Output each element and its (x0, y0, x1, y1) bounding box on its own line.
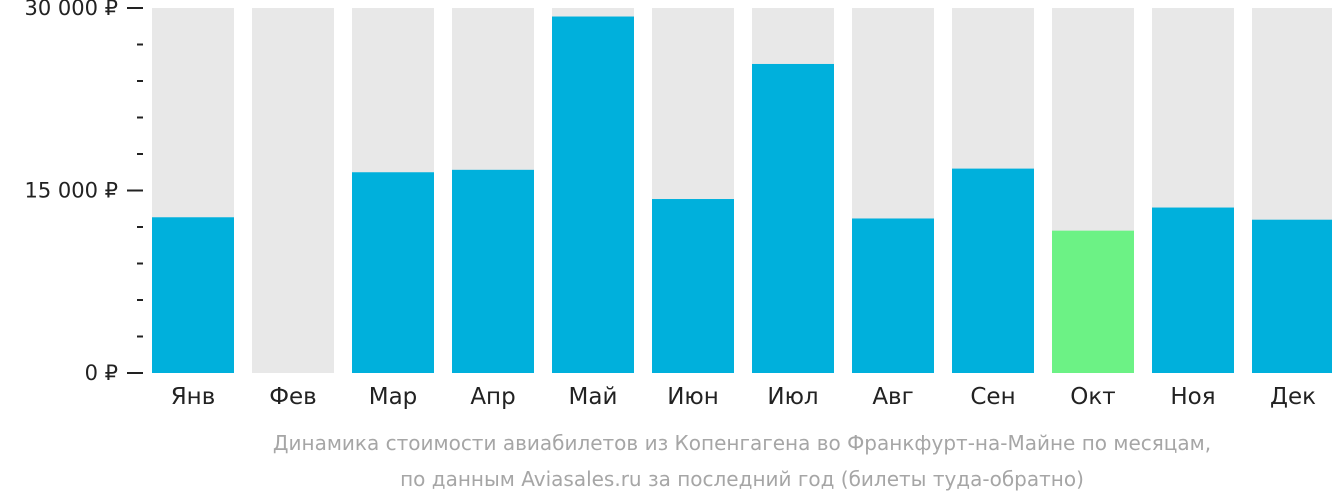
x-tick-label: Май (569, 384, 618, 410)
x-tick-label: Июн (667, 384, 719, 410)
chart-caption-line-2: по данным Aviasales.ru за последний год … (400, 467, 1084, 491)
bar (352, 172, 434, 373)
x-tick-label: Ноя (1170, 384, 1215, 410)
x-tick-label: Окт (1070, 384, 1115, 410)
x-tick-label: Июл (767, 384, 818, 410)
bar (852, 218, 934, 373)
y-tick-label: 0 ₽ (85, 361, 118, 385)
bar (1152, 207, 1234, 373)
bar (552, 16, 634, 374)
bar (452, 169, 534, 373)
bar (1252, 219, 1332, 373)
bar (752, 63, 834, 373)
bar (1052, 230, 1134, 373)
bar (952, 168, 1034, 373)
x-tick-label: Сен (970, 384, 1015, 410)
bar-background (252, 8, 334, 373)
x-tick-label: Янв (171, 384, 216, 410)
chart-caption-line-1: Динамика стоимости авиабилетов из Копенг… (272, 431, 1212, 455)
x-tick-label: Дек (1270, 384, 1316, 410)
x-tick-label: Фев (269, 384, 317, 410)
x-tick-label: Апр (470, 384, 515, 410)
bar (152, 217, 234, 373)
x-tick-label: Авг (872, 384, 913, 410)
y-tick-label: 15 000 ₽ (24, 179, 118, 203)
y-tick-label: 30 000 ₽ (24, 0, 118, 20)
x-tick-label: Мар (369, 384, 418, 410)
bar (652, 199, 734, 373)
